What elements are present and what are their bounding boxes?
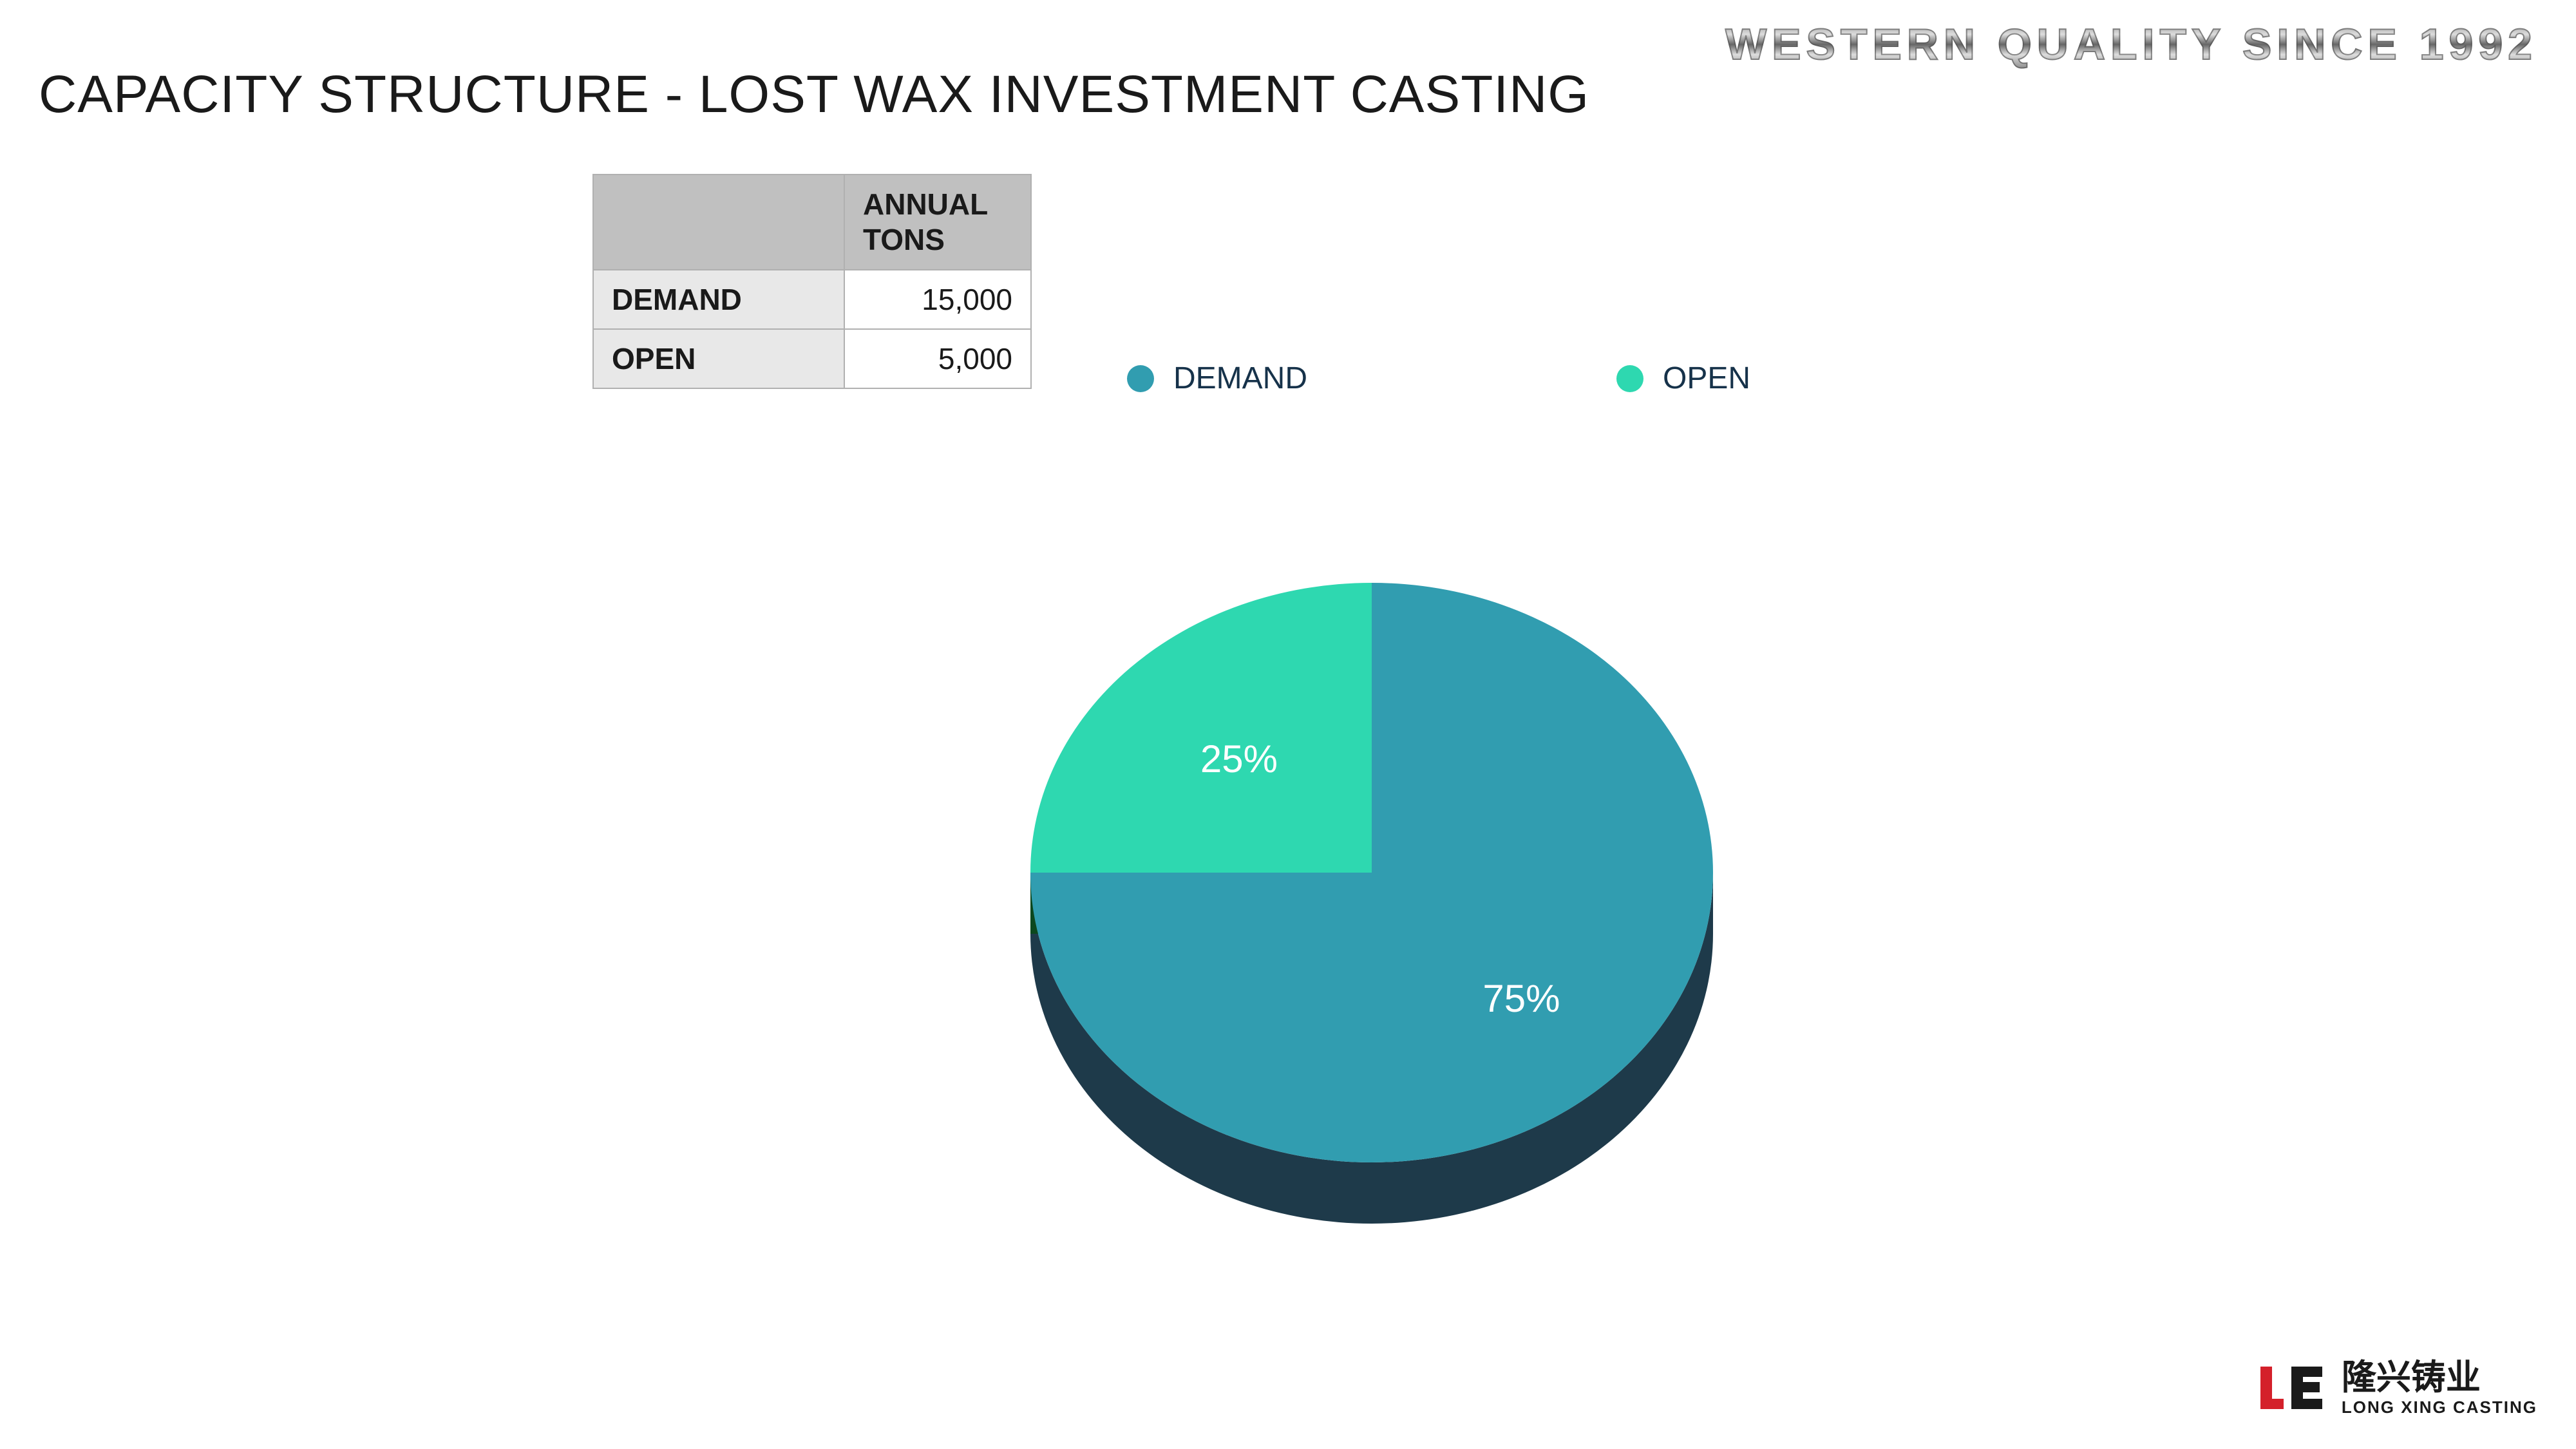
pie-slice-label: 75% (1482, 976, 1560, 1021)
company-logo: 隆兴铸业 LONG XING CASTING (2253, 1359, 2537, 1417)
table-row-header: DEMAND (593, 270, 844, 329)
legend-item-open: OPEN (1616, 361, 1750, 396)
table-row: DEMAND 15,000 (593, 270, 1031, 329)
logo-text-en: LONG XING CASTING (2342, 1399, 2537, 1416)
table-column-header: ANNUAL TONS (844, 175, 1031, 270)
table-row: OPEN 5,000 (593, 329, 1031, 388)
legend-label: DEMAND (1173, 361, 1307, 396)
pie-slice-label: 25% (1200, 737, 1278, 781)
logo-l-shape (2260, 1367, 2284, 1409)
tagline-banner: WESTERN QUALITY SINCE 1992 (1725, 19, 2537, 70)
legend-label: OPEN (1663, 361, 1750, 396)
chart-legend: DEMAND OPEN (1127, 361, 1750, 396)
logo-mark-icon (2253, 1359, 2330, 1417)
page-title: CAPACITY STRUCTURE - LOST WAX INVESTMENT… (39, 64, 1589, 125)
table-corner-cell (593, 175, 844, 270)
legend-dot-icon (1127, 365, 1154, 392)
capacity-table: ANNUAL TONS DEMAND 15,000 OPEN 5,000 (592, 174, 1032, 389)
table-value-cell: 15,000 (844, 270, 1031, 329)
table-row-header: OPEN (593, 329, 844, 388)
table-value-cell: 5,000 (844, 329, 1031, 388)
legend-item-demand: DEMAND (1127, 361, 1307, 396)
logo-c-shape (2291, 1367, 2322, 1409)
pie-chart: 75% 25% (1005, 515, 1739, 1301)
pie-chart-svg (1005, 515, 1739, 1301)
legend-dot-icon (1616, 365, 1643, 392)
logo-text-cn: 隆兴铸业 (2342, 1360, 2537, 1395)
